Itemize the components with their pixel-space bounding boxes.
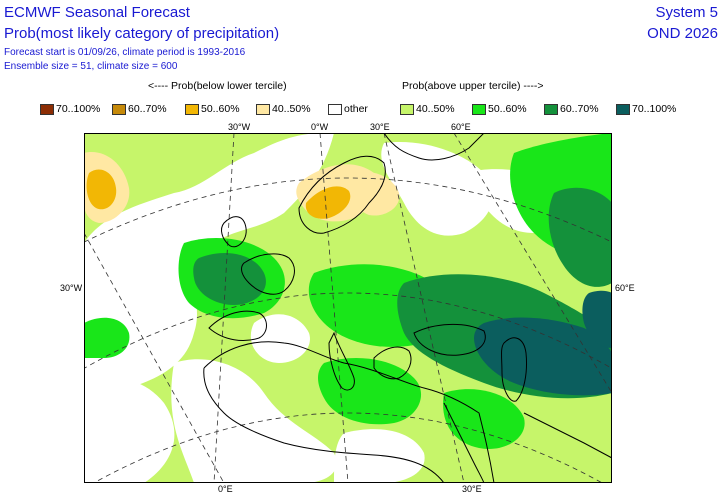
patch-white-southwest — [84, 378, 175, 483]
coast-italy — [328, 331, 355, 391]
meridian-60e — [453, 133, 612, 394]
tick-right-60e: 60°E — [615, 283, 635, 293]
coast-red-sea — [443, 402, 485, 483]
tick-top-60e: 60°E — [451, 122, 471, 132]
legend-label: 60..70% — [128, 103, 167, 115]
coast-greece — [373, 346, 412, 380]
meridian-0 — [319, 133, 349, 483]
patch-orange-west — [86, 169, 117, 210]
legend-swatch — [472, 103, 486, 115]
legend-label: 50..60% — [201, 103, 240, 115]
legend-label: 70..100% — [632, 103, 677, 115]
legend-swatch — [328, 103, 342, 115]
latitude-line-south — [92, 412, 604, 483]
legend-caption-above: Prob(above upper tercile) ----> — [402, 80, 544, 92]
tick-bottom-30e: 30°E — [462, 484, 482, 494]
legend-item-below-50-60: 50..60% — [185, 101, 240, 117]
coast-arctic — [383, 133, 485, 161]
patch-darkgreen-urals — [548, 187, 612, 287]
probability-map — [84, 133, 612, 483]
forecast-title: ECMWF Seasonal Forecast — [4, 4, 190, 21]
coastlines — [203, 133, 612, 483]
coast-caspian-sea — [501, 337, 527, 402]
patch-teal-kazakhstan — [582, 290, 612, 348]
legend-item-below-70-100: 70..100% — [40, 101, 100, 117]
meridian-30e — [383, 133, 465, 483]
patch-orange-scandinavia — [305, 186, 351, 219]
legend-swatch — [616, 103, 630, 115]
latitude-line-north — [84, 177, 612, 243]
tick-top-30e: 30°E — [370, 122, 390, 132]
coast-france — [241, 253, 295, 295]
legend-swatch — [400, 103, 414, 115]
forecast-subtitle: Prob(most likely category of precipitati… — [4, 25, 280, 42]
graticule — [84, 133, 612, 483]
legend-swatch — [256, 103, 270, 115]
coast-scandinavia — [298, 155, 386, 234]
map-frame — [84, 133, 612, 483]
legend-item-above-40-50: 40..50% — [400, 101, 455, 117]
patch-white-north-atlantic — [84, 133, 334, 403]
patch-green-atlantic — [84, 317, 130, 358]
patch-green-turkey — [318, 358, 422, 425]
tick-top-30w: 30°W — [228, 122, 251, 132]
forecast-start-info: Forecast start is 01/09/26, climate peri… — [4, 47, 246, 58]
tick-bottom-0e: 0°E — [218, 484, 233, 494]
legend-item-above-50-60: 50..60% — [472, 101, 527, 117]
patch-white-russia — [381, 142, 493, 236]
coast-persian-gulf — [523, 412, 612, 459]
patch-white-mediterranean — [250, 314, 310, 363]
legend-item-below-60-70: 60..70% — [112, 101, 167, 117]
coast-north-africa-mediterranean — [203, 341, 495, 483]
map-fill-layer — [84, 133, 612, 483]
legend-caption-below: <---- Prob(below lower tercile) — [148, 80, 287, 92]
patch-yellow-finland — [352, 171, 400, 216]
coast-black-sea — [413, 323, 486, 356]
latitude-line-mid — [84, 292, 612, 369]
ensemble-size-info: Ensemble size = 51, climate size = 600 — [4, 61, 178, 72]
legend-swatch — [185, 103, 199, 115]
patch-white-north-africa — [171, 359, 337, 483]
patch-white-sahara — [334, 429, 425, 483]
legend-label: 40..50% — [272, 103, 311, 115]
tick-left-30w: 30°W — [60, 283, 83, 293]
legend-swatch — [40, 103, 54, 115]
meridian-30w — [213, 133, 235, 483]
legend-swatch — [112, 103, 126, 115]
patch-darkgreen-western-europe — [193, 253, 266, 305]
legend-item-other: other — [328, 101, 368, 117]
season-label: OND 2026 — [647, 25, 718, 42]
legend-item-above-70-100: 70..100% — [616, 101, 676, 117]
meridian-west — [84, 232, 225, 483]
legend-label: 60..70% — [560, 103, 599, 115]
legend-label: 50..60% — [488, 103, 527, 115]
legend-swatch — [544, 103, 558, 115]
legend-item-below-40-50: 40..50% — [256, 101, 311, 117]
legend-label: other — [344, 103, 368, 115]
coast-iberia — [208, 310, 267, 341]
system-label: System 5 — [655, 4, 718, 21]
legend-item-above-60-70: 60..70% — [544, 101, 599, 117]
legend-label: 70..100% — [56, 103, 101, 115]
legend-label: 40..50% — [416, 103, 455, 115]
coast-british-isles — [221, 216, 247, 248]
tick-top-0w: 0°W — [311, 122, 329, 132]
coast-africa-interior — [203, 367, 445, 483]
